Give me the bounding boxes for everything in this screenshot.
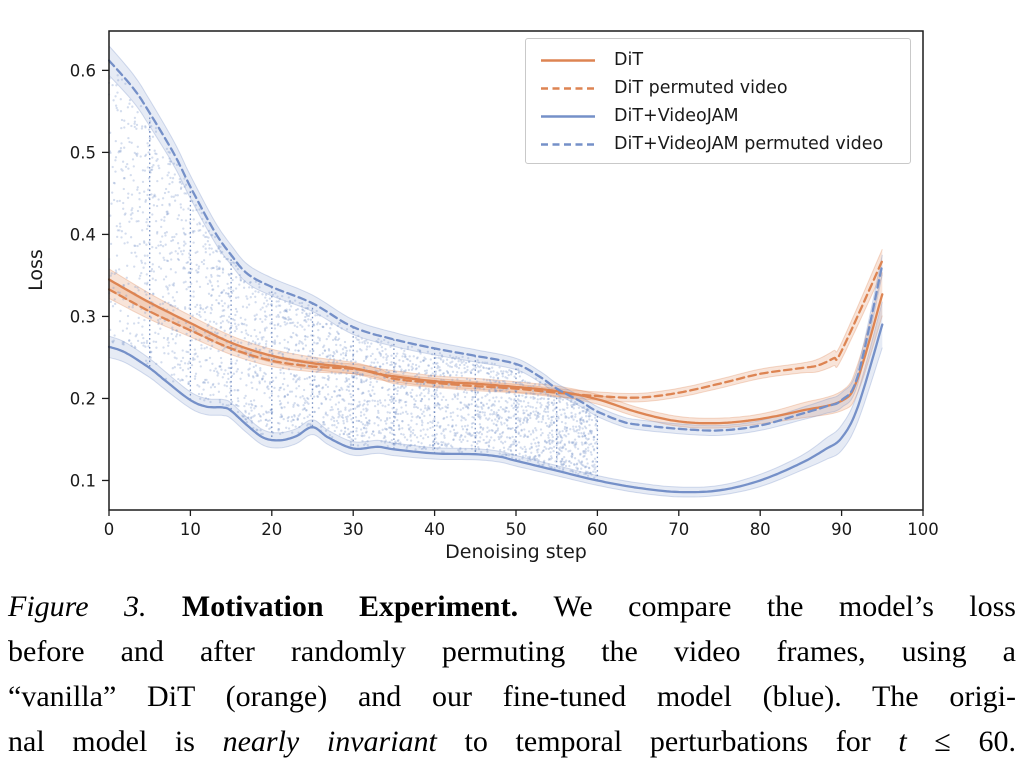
- caption-emphasis: nearly invariant: [222, 725, 437, 758]
- caption-line-2: before and after randomly permuting the …: [8, 629, 1016, 674]
- caption-text: nal model is: [8, 725, 223, 758]
- scatter-layer: [108, 74, 599, 479]
- legend-item-dit: DiT: [539, 46, 902, 74]
- svg-text:0.2: 0.2: [70, 389, 96, 408]
- svg-text:100: 100: [907, 520, 939, 539]
- svg-text:60: 60: [587, 520, 608, 539]
- x-axis-label: Denoising step: [445, 541, 587, 563]
- legend-line-sample-solid-orange: [541, 58, 595, 62]
- caption-title: Motivation Experiment.: [181, 590, 554, 623]
- svg-text:90: 90: [831, 520, 852, 539]
- caption-text: We compare the model’s loss: [553, 590, 1017, 623]
- legend-item-videojam-permuted: DiT+VideoJAM permuted video: [539, 130, 902, 158]
- svg-text:10: 10: [180, 520, 201, 539]
- svg-text:70: 70: [668, 520, 689, 539]
- caption-line-1: Figure 3. Motivation Experiment. We comp…: [8, 584, 1016, 629]
- loss-chart: 0 10 20 30 40 50 60 70 80 90 100 0.1 0.2 0.3 0.4 0.5 0.6…: [25, 30, 939, 563]
- caption-text: ≤ 60.: [906, 725, 1017, 758]
- svg-text:20: 20: [261, 520, 282, 539]
- svg-text:0.6: 0.6: [70, 61, 96, 80]
- svg-text:50: 50: [506, 520, 527, 539]
- legend-line-sample-solid-blue: [541, 114, 595, 118]
- svg-text:0.5: 0.5: [70, 143, 96, 162]
- legend-label: DiT+VideoJAM: [614, 106, 739, 126]
- svg-text:30: 30: [343, 520, 364, 539]
- axes-layer: 0 10 20 30 40 50 60 70 80 90 100 0.1 0.2 0.3 0.4 0.5 0.6…: [25, 30, 939, 563]
- caption-variable-t: t: [898, 725, 907, 758]
- chart-legend: DiT DiT permuted video DiT+VideoJAM DiT+…: [525, 38, 911, 164]
- figure-caption: Figure 3. Motivation Experiment. We comp…: [0, 572, 1024, 764]
- svg-text:0.3: 0.3: [70, 307, 96, 326]
- legend-label: DiT+VideoJAM permuted video: [614, 134, 884, 154]
- svg-text:0.1: 0.1: [70, 471, 96, 490]
- y-axis-label: Loss: [25, 249, 47, 291]
- vline-layer: [149, 113, 599, 481]
- curves-layer: [108, 59, 884, 494]
- svg-text:80: 80: [750, 520, 771, 539]
- svg-text:0: 0: [104, 520, 115, 539]
- caption-text: “vanilla” DiT (orange) and our fine-tune…: [8, 680, 1016, 713]
- svg-text:40: 40: [424, 520, 445, 539]
- legend-item-dit-permuted: DiT permuted video: [539, 74, 902, 102]
- legend-line-sample-dashed-blue: [541, 142, 595, 146]
- caption-figure-label: Figure 3.: [8, 590, 182, 623]
- caption-line-4: nal model is nearly invariant to tempora…: [8, 719, 1016, 764]
- legend-item-videojam: DiT+VideoJAM: [539, 102, 902, 130]
- legend-label: DiT permuted video: [614, 78, 788, 98]
- caption-text: to temporal perturbations for: [436, 725, 899, 758]
- legend-line-sample-dashed-orange: [541, 86, 595, 90]
- svg-text:0.4: 0.4: [70, 225, 96, 244]
- caption-line-3: “vanilla” DiT (orange) and our fine-tune…: [8, 674, 1016, 719]
- caption-text: before and after randomly permuting the …: [8, 635, 1016, 668]
- legend-label: DiT: [614, 50, 644, 70]
- plot-svg: 0 10 20 30 40 50 60 70 80 90 100 0.1 0.2 0.3 0.4 0.5 0.6…: [25, 30, 939, 563]
